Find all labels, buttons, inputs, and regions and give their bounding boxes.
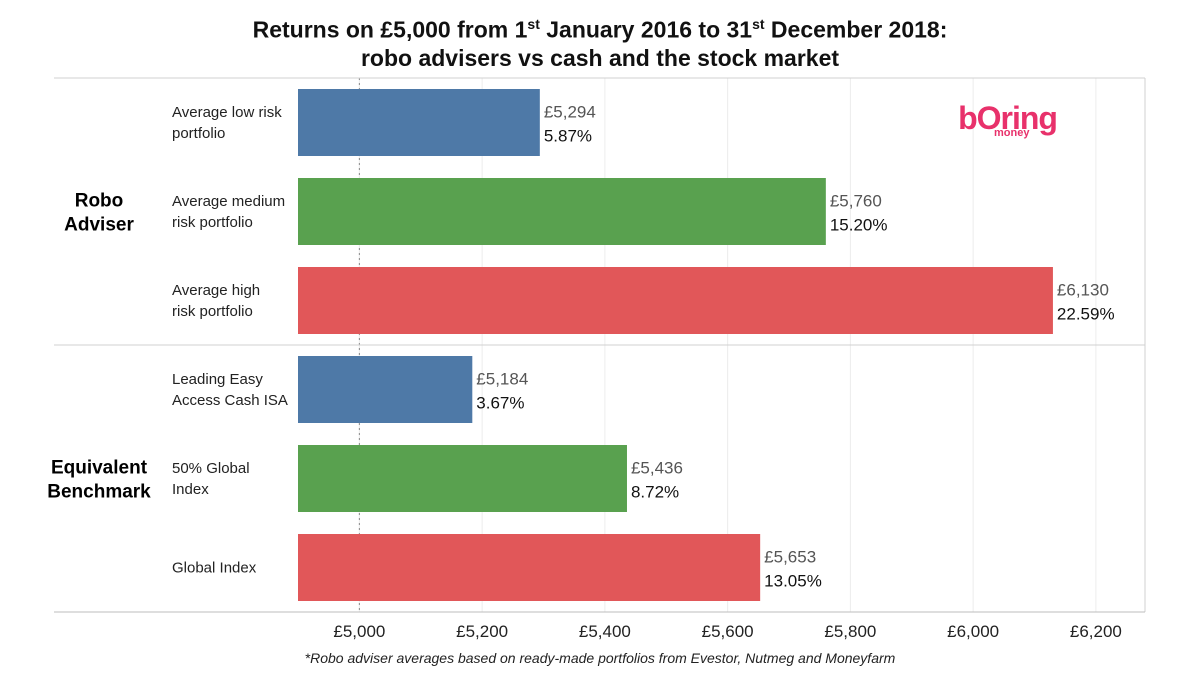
x-tick-label: £5,200 xyxy=(456,622,508,641)
percent-label: 3.67% xyxy=(476,394,524,413)
x-tick-label: £5,600 xyxy=(702,622,754,641)
bar xyxy=(298,267,1053,334)
x-tick-label: £5,800 xyxy=(824,622,876,641)
category-label: Index xyxy=(172,481,209,498)
x-tick-label: £6,200 xyxy=(1070,622,1122,641)
value-label: £5,184 xyxy=(476,370,528,389)
value-label: £5,760 xyxy=(830,192,882,211)
group-label: Equivalent xyxy=(51,458,148,479)
bar xyxy=(298,534,761,601)
percent-label: 15.20% xyxy=(830,216,888,235)
category-label: portfolio xyxy=(172,125,225,142)
category-label: risk portfolio xyxy=(172,303,253,320)
category-label: Average low risk xyxy=(172,104,282,121)
category-label: Average high xyxy=(172,282,260,299)
bar-chart: Robo Adviser Average low risk portfolio £5,2… xyxy=(47,77,1146,641)
chart-title-line2: robo advisers vs cash and the stock mark… xyxy=(360,44,840,71)
category-label: Access Cash ISA xyxy=(172,392,288,409)
footnote: *Robo adviser averages based on ready-ma… xyxy=(304,650,896,666)
group-label: Robo xyxy=(75,191,124,212)
percent-label: 8.72% xyxy=(631,483,679,502)
logo-word: bOring xyxy=(958,100,1058,136)
value-label: £5,436 xyxy=(631,459,683,478)
category-label: Average medium xyxy=(172,193,285,210)
percent-label: 13.05% xyxy=(764,572,822,591)
bar xyxy=(298,356,473,423)
value-label: £6,130 xyxy=(1057,281,1109,300)
x-tick-label: £6,000 xyxy=(947,622,999,641)
group-label: Benchmark xyxy=(47,482,151,503)
category-label: Leading Easy xyxy=(172,371,263,388)
bar xyxy=(298,89,540,156)
bar xyxy=(298,178,826,245)
bar xyxy=(298,445,627,512)
percent-label: 22.59% xyxy=(1057,305,1115,324)
logo-sub: money xyxy=(994,127,1030,139)
x-tick-label: £5,000 xyxy=(333,622,385,641)
x-tick-label: £5,400 xyxy=(579,622,631,641)
category-label: risk portfolio xyxy=(172,214,253,231)
percent-label: 5.87% xyxy=(544,127,592,146)
category-label: 50% Global xyxy=(172,460,250,477)
chart-title: Returns on £5,000 from 1st January 2016 … xyxy=(0,10,1200,72)
value-label: £5,294 xyxy=(544,103,596,122)
category-label: Global Index xyxy=(172,560,257,577)
value-label: £5,653 xyxy=(764,548,816,567)
group-label: Adviser xyxy=(64,215,134,236)
boring-money-logo: bOring money xyxy=(950,102,1065,148)
chart-title-line1: Returns on £5,000 from 1st January 2016 … xyxy=(252,16,948,43)
